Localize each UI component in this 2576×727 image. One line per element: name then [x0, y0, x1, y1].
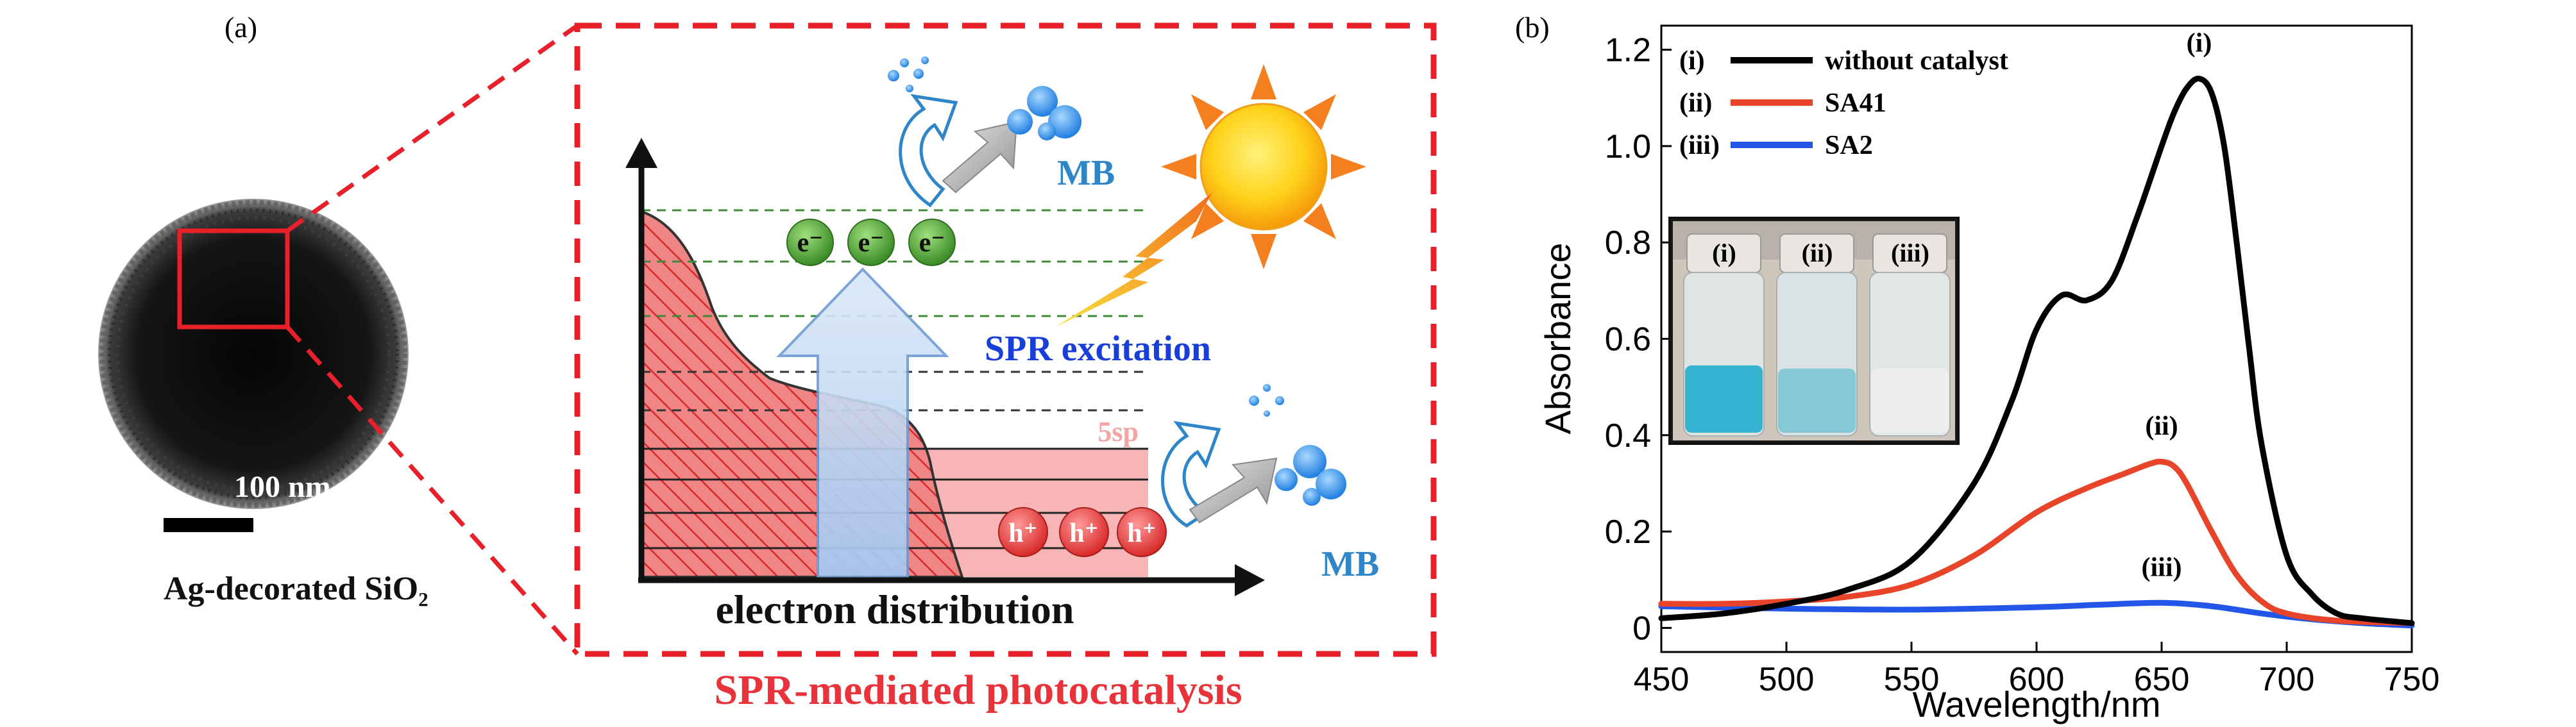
- y-axis-ticks: 0 0.2 0.4 0.6 0.8 1.0 1.2: [1605, 32, 1672, 647]
- vial-2: [1776, 233, 1858, 437]
- diagram-axes: [625, 138, 1265, 596]
- y-tick-label: 0.4: [1605, 417, 1651, 455]
- mb-label-top: MB: [1057, 153, 1115, 193]
- scale-bar: [164, 518, 253, 532]
- peak-label-i: (i): [2187, 29, 2212, 58]
- x-tick-label: 700: [2259, 661, 2315, 698]
- hole-label-2: h⁺: [1069, 519, 1099, 548]
- panel-b-label: (b): [1515, 11, 1550, 44]
- hole-1: [998, 507, 1048, 557]
- scale-bar-label: 100 nm: [234, 470, 331, 504]
- lightning-icon: [1055, 192, 1212, 327]
- x-axis-label: Wavelength/nm: [1913, 684, 2161, 724]
- electron-3: [908, 219, 956, 266]
- hole-label-1: h⁺: [1008, 519, 1038, 548]
- bottom-reaction: MB: [1161, 384, 1379, 584]
- x-tick-label: 550: [1884, 661, 1940, 698]
- x-axis-ticks: 450 500 550 600 650 700 750: [1634, 642, 2440, 698]
- sun-icon: [1161, 64, 1366, 269]
- bubble-cluster-icon: [888, 56, 1081, 140]
- x-tick-label: 650: [2134, 661, 2190, 698]
- legend: (i) without catalyst (ii) SA41 (iii) SA2: [1679, 46, 2008, 160]
- peak-label-iii: (iii): [2142, 553, 2182, 582]
- electron-1: [786, 219, 834, 266]
- holes: h⁺ h⁺ h⁺: [998, 507, 1167, 557]
- y-tick-label: 0.6: [1605, 321, 1651, 358]
- inset-label-i: (i): [1712, 238, 1736, 267]
- legend-sa2-key: (iii): [1679, 131, 1720, 160]
- panel-b: (b) 0 0.2 0.4 0.6 0.8 1.0 1.2 450 500 550 600 650 7…: [1515, 11, 2439, 724]
- x-tick-label: 750: [2384, 661, 2440, 698]
- vial-3: [1869, 233, 1951, 437]
- diagram-caption: SPR-mediated photocatalysis: [714, 667, 1242, 714]
- legend-sa41-key: (ii): [1679, 88, 1712, 118]
- y-tick-label: 1.0: [1605, 128, 1651, 165]
- peak-labels: (i) (ii) (iii): [2142, 29, 2212, 583]
- zoom-box: [177, 228, 290, 330]
- electron-label-1: e⁻: [797, 228, 824, 258]
- panel-a: (a) 100 nm Ag-decorated SiO₂ SPR-mediate…: [98, 11, 1437, 714]
- hole-2: [1059, 507, 1109, 557]
- band-label: 5sp: [1097, 416, 1139, 447]
- hole-label-3: h⁺: [1127, 519, 1157, 548]
- series-without-catalyst-line: [1658, 76, 2415, 626]
- electron-distribution-area: [640, 210, 964, 578]
- x-tick-label: 600: [2009, 661, 2065, 698]
- electron-2: [847, 219, 895, 266]
- inset-label-iii: (iii): [1891, 238, 1929, 267]
- tem-particle-image: [98, 199, 409, 509]
- peak-label-ii: (ii): [2145, 412, 2178, 441]
- diagram-x-axis-label: electron distribution: [716, 587, 1074, 632]
- series-sa41-line: [1658, 458, 2415, 626]
- electron-label-3: e⁻: [919, 228, 945, 258]
- mb-label-bottom: MB: [1321, 544, 1379, 584]
- zoom-line-bottom: [285, 325, 579, 656]
- inset-label-ii: (ii): [1802, 238, 1833, 267]
- legend-sa2-name: SA2: [1825, 131, 1873, 160]
- legend-sa41-name: SA41: [1825, 88, 1886, 118]
- particle-caption: Ag-decorated SiO₂: [164, 571, 428, 607]
- inset-photo: (i) (ii) (iii): [1668, 217, 1960, 445]
- diagram-frame: [574, 22, 1437, 657]
- electrons: e⁻ e⁻ e⁻: [786, 219, 956, 266]
- curved-arrow-icon: [899, 94, 958, 208]
- y-tick-label: 0: [1632, 610, 1651, 647]
- electron-label-2: e⁻: [858, 228, 885, 258]
- vial-1: [1683, 233, 1765, 437]
- panel-a-label: (a): [225, 11, 257, 44]
- spr-excitation-label: SPR excitation: [985, 329, 1211, 369]
- grey-arrow-icon: [942, 121, 1018, 194]
- grey-arrow-icon: [1189, 457, 1278, 524]
- bubble-cluster-icon: [1249, 384, 1346, 506]
- curved-arrow-icon: [1161, 421, 1221, 528]
- x-tick-label: 500: [1759, 661, 1815, 698]
- y-tick-label: 0.2: [1605, 514, 1651, 551]
- legend-without-catalyst-key: (i): [1679, 46, 1705, 76]
- series-lines: [1658, 76, 2415, 629]
- legend-without-catalyst-name: without catalyst: [1825, 46, 2008, 76]
- y-tick-label: 1.2: [1605, 32, 1651, 69]
- x-tick-label: 450: [1634, 661, 1690, 698]
- y-axis-label: Absorbance: [1538, 243, 1578, 435]
- top-reaction: MB: [888, 56, 1115, 208]
- hole-3: [1117, 507, 1167, 557]
- absorbance-chart: 0 0.2 0.4 0.6 0.8 1.0 1.2 450 500 550 600 650 700 75…: [1538, 24, 2440, 724]
- y-tick-label: 0.8: [1605, 224, 1651, 262]
- zoom-line-top: [285, 24, 579, 233]
- excitation-arrow: [776, 267, 949, 578]
